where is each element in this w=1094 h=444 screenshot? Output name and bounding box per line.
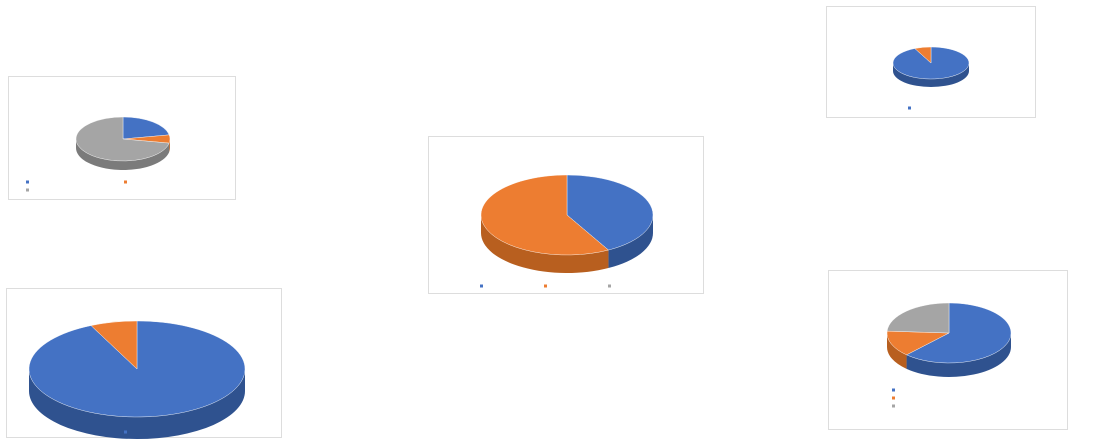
chart-c: [480, 174, 654, 288]
chart-c-legend-swatch-1: [480, 284, 483, 288]
chart-e-slice-1: [906, 302, 1012, 364]
chart-a-slice-3: [75, 116, 170, 162]
chart-d: [892, 46, 970, 110]
chart-a-legend-swatch-1: [26, 180, 29, 184]
chart-e-slice-3: [886, 302, 950, 334]
chart-c-legend-swatch-2: [544, 284, 547, 288]
chart-a-legend-swatch-2: [124, 180, 127, 184]
chart-b-legend-swatch-1: [124, 430, 127, 434]
chart-c-slice-2: [480, 174, 609, 256]
chart-a: [26, 116, 171, 192]
chart-c-frame: [428, 136, 704, 294]
chart-c-slice-2-side: [481, 215, 609, 273]
chart-c-slice-1: [566, 174, 654, 251]
chart-a-slice-3-side: [76, 139, 170, 170]
chart-e: [886, 302, 1012, 408]
chart-b-frame: [6, 288, 282, 439]
chart-d-slice-2: [914, 46, 932, 64]
chart-e-slice-1-side: [906, 333, 1011, 377]
chart-a-slice-1: [122, 116, 170, 140]
chart-d-legend-swatch-1: [908, 106, 911, 110]
chart-b-slice-1-side: [29, 369, 245, 439]
chart-e-legend-swatch-3: [892, 404, 895, 408]
chart-a-slice-2-side: [169, 139, 170, 153]
chart-e-legend-swatch-2: [892, 396, 895, 400]
chart-b-slice-2: [90, 320, 138, 370]
chart-d-slice-1-side: [893, 63, 969, 87]
chart-a-frame: [8, 76, 236, 200]
chart-e-slice-2: [886, 330, 950, 356]
chart-c-slice-1-side: [608, 215, 653, 269]
chart-c-legend-swatch-3: [608, 284, 611, 288]
chart-b: [28, 320, 246, 439]
chart-e-legend-swatch-1: [892, 388, 895, 392]
chart-d-frame: [826, 6, 1036, 118]
chart-a-legend-swatch-3: [26, 188, 29, 192]
chart-e-frame: [828, 270, 1068, 430]
chart-e-slice-2-side: [887, 333, 907, 369]
